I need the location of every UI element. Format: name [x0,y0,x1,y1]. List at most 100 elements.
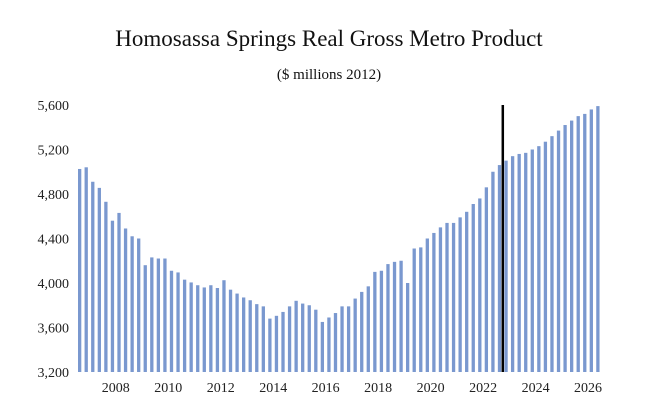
bar [143,265,147,372]
bar [274,315,279,372]
bar [451,222,456,372]
bar [84,167,88,372]
bar [202,287,206,372]
bar [419,247,423,372]
bar [471,204,475,372]
x-tick-label: 2012 [207,381,235,396]
bar [97,187,101,372]
bar [589,109,593,372]
bar [235,293,239,372]
bar [386,264,390,372]
bar [524,152,528,372]
bar [556,130,561,372]
bar [215,288,220,372]
bar [478,198,482,372]
y-axis-labels: 3,200 3,600 4,000 4,400 4,800 5,200 5,600 [38,99,70,381]
bar [150,257,154,372]
y-tick-label: 5,200 [38,144,70,159]
bar [248,300,252,372]
bar [156,258,161,372]
bar [91,181,95,372]
bar [576,116,580,373]
bar [504,160,508,373]
bar [228,289,233,372]
bar [130,236,134,372]
bar [346,306,351,372]
y-tick-label: 4,800 [38,188,70,203]
bar [78,168,82,372]
bar [497,165,502,372]
bar [163,258,167,372]
bar [432,232,436,372]
y-tick-label: 5,600 [38,99,70,114]
bar [176,272,180,372]
bar [268,318,272,372]
x-axis-labels: 2008 2010 2012 2014 2016 2018 2020 2022 2024 2026 [102,381,602,396]
bar [307,305,311,372]
bar [110,220,115,372]
bar [530,149,534,372]
y-tick-label: 3,200 [38,366,70,381]
bar [333,313,338,372]
bar-series [78,106,600,373]
bar [281,311,285,372]
bar [517,153,521,372]
bar [209,285,213,372]
bar [583,113,587,373]
bar [314,309,318,372]
x-tick-label: 2016 [312,381,340,396]
bar [242,297,246,372]
bar [484,187,489,372]
bar [189,282,193,372]
bar [438,227,443,373]
bar [182,279,187,372]
bar [353,298,357,372]
bar [550,136,554,372]
bar [406,283,410,372]
bar [123,228,128,372]
bar [320,321,325,372]
bar [294,300,298,372]
bar [465,211,469,372]
bar [137,238,141,372]
x-tick-label: 2022 [469,381,497,396]
x-tick-label: 2020 [417,381,445,396]
chart-title: Homosassa Springs Real Gross Metro Produ… [115,26,543,51]
bar [255,304,259,372]
x-tick-label: 2024 [522,381,550,396]
bar [360,291,364,372]
bar [412,248,416,372]
bar [104,201,108,372]
chart-subtitle: ($ millions 2012) [276,67,382,83]
y-tick-label: 3,600 [38,322,70,337]
bar [373,271,377,373]
bar [399,260,403,372]
x-tick-label: 2018 [364,381,392,396]
bar [596,106,600,373]
bar [445,222,449,372]
x-tick-label: 2014 [259,381,287,396]
bar [570,120,574,372]
x-tick-label: 2008 [102,381,130,396]
bar [287,306,292,372]
bar [117,212,121,372]
bar [327,317,331,372]
bar [196,285,200,372]
bar [392,261,397,372]
bar [563,125,567,373]
bar [222,280,226,372]
bar [366,286,370,372]
bar [301,303,305,372]
bar [458,217,462,372]
bar [491,171,495,372]
bar [261,306,265,372]
bar [537,146,541,372]
bar [340,306,344,372]
bar [425,238,429,372]
y-tick-label: 4,000 [38,277,70,292]
bar [543,141,548,372]
bar [510,156,515,372]
bar [379,270,384,372]
y-tick-label: 4,400 [38,233,70,248]
